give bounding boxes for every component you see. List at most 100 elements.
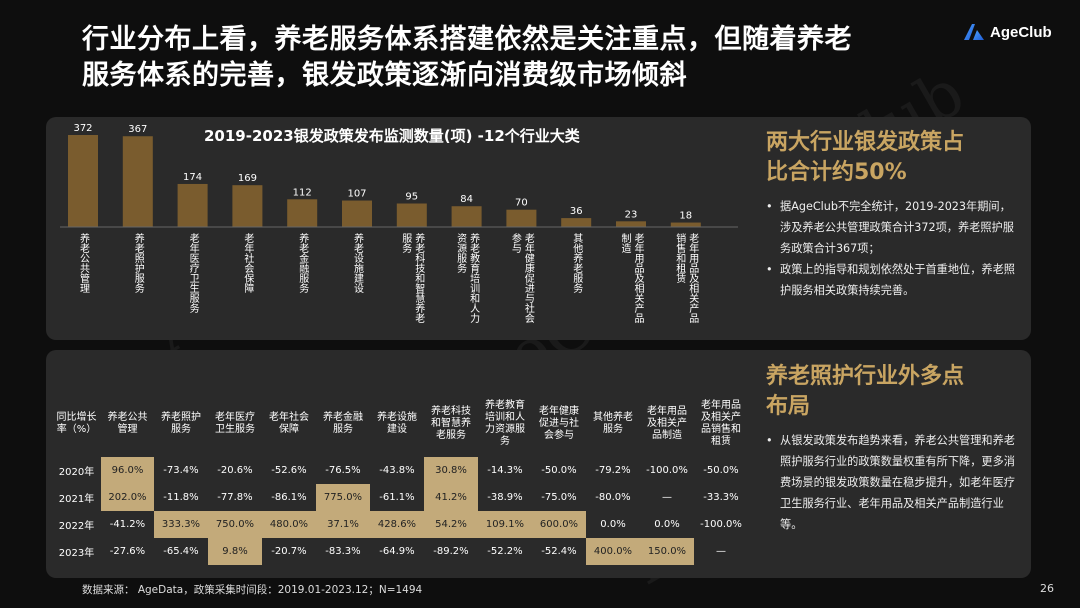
table-header-text: 品销售和 [701,424,741,435]
table-header-text: 及相关产 [647,418,687,429]
table-header-text: 老年用品 [647,406,687,417]
insight-1-title-line-1: 两大行业银发政策占 [766,130,965,155]
table-header-cell: 养老设施 建设 [370,391,424,457]
category-label: 其他养老服务 [571,233,582,293]
category-label: 养老设施建设 [352,233,363,293]
table-body: 2020年 96.0% -73.4% -20.6% -52.6% -76.5% -43.8%… [52,457,748,565]
insight-2-title-line-2: 布局 [766,394,811,419]
insight-1-bullet: 据AgeClub不完全统计，2019-2023年期间，涉及养老公共管理政策合计3… [766,196,1021,259]
category-label: 老年用品及相关产品 销售和租赁 [674,233,698,323]
table-header-text: 及相关产 [701,412,741,423]
page-number: 26 [1040,582,1054,595]
bar-7 [396,203,427,227]
table-cell: 9.8% [208,538,262,565]
bar-value-label: 169 [238,173,257,184]
title-line-1: 行业分布上看，养老服务体系搭建依然是关注重点，但随着养老 [82,24,852,55]
insight-2-bullet: 从银发政策发布趋势来看，养老公共管理和养老照护服务行业的政策数量权重有所下降，更… [766,430,1021,535]
table-header-text: 养老教育 [485,400,525,411]
table-cell: -43.8% [379,465,415,476]
table-cell: 0.0% [600,519,626,530]
table-header-text: 建设 [387,424,407,435]
bar-11 [616,221,646,227]
table-header-text: 养老照护 [161,412,201,423]
category-label-line-1: 养老教育培训和人力 [467,233,479,323]
bar-chart: 372 367 174 169 112 107 95 84 70 36 23 18 [60,123,738,228]
table-header-text: 同比增长 [56,412,97,423]
table-header-cell: 养老教育 培训和人 力资源服务 [478,391,532,457]
insight-1-title: 两大行业银发政策占 比合计约50% [766,128,1021,188]
table-header-text: 老年社会 [269,412,309,423]
bar-value-label: 367 [128,124,147,135]
table-header-text: 培训和人 [485,412,525,423]
bar-2 [122,136,153,227]
table-cell: 37.1% [316,511,370,538]
table-cell: -38.9% [487,492,523,503]
bar-value-label: 372 [73,123,92,134]
category-label-line-2: 资源服务 [454,233,466,273]
table-header-text: 服务 [171,424,191,435]
table-cell: -50.0% [541,465,577,476]
bar-value-label: 18 [679,211,692,222]
category-label-line-1: 老年用品及相关产品 [632,233,643,323]
table-cell: 600.0% [532,511,586,538]
insight-2: 养老照护行业外多点 布局 从银发政策发布趋势来看，养老公共管理和养老照护服务行业… [766,362,1021,535]
category-label: 养老教育培训和人力 资源服务 [455,233,479,323]
category-label-line-1: 老年健康促进与社会 [522,233,534,323]
category-label-line-1: 老年用品及相关产品 [686,233,698,323]
table-cell: -27.6% [109,546,146,557]
category-label: 老年社会保障 [242,233,253,293]
table-header-cell: 其他养老 服务 [586,391,640,457]
category-label-line-2: 参与 [509,233,521,253]
category-label: 养老照护服务 [132,233,143,293]
table-header-cell: 老年用品 及相关产 品制造 [640,391,694,457]
title-line-2: 服务体系的完善，银发政策逐渐向消费级市场倾斜 [82,60,687,91]
category-label-line-1: 养老照护服务 [132,233,144,293]
page-title: 行业分布上看，养老服务体系搭建依然是关注重点，但随着养老 服务体系的完善，银发政… [82,22,962,94]
bar-5 [287,199,318,227]
table-cell: 30.8% [424,457,478,484]
bar-12 [670,222,701,227]
table-header-text: 老年医疗 [215,412,255,423]
table-cell: 775.0% [316,484,370,511]
table-cell: -77.8% [217,492,253,503]
table-header-cell: 老年社会 保障 [262,391,316,457]
bar-4 [232,185,263,227]
table-header-cell: 同比增长 率（%） [52,391,101,457]
table-header-text: 老服务 [436,430,466,441]
table-header-text: 促进与社 [539,418,579,429]
category-label-line-2: 服务 [399,233,411,253]
table-cell: -100.0% [700,519,742,530]
category-label-line-2: 制造 [619,233,630,253]
table-cell: -80.0% [595,492,631,503]
table-header-text: 养老金融 [323,412,363,423]
category-label: 老年健康促进与社会 参与 [509,233,533,323]
table-cell: -73.4% [163,465,199,476]
insight-1: 两大行业银发政策占 比合计约50% 据AgeClub不完全统计，2019-202… [766,128,1021,301]
table-cell: 96.0% [101,457,154,484]
table-row: 2022年 -41.2% 333.3% 750.0% 480.0% 37.1% 428.6%… [52,511,748,538]
table-cell: -86.1% [271,492,307,503]
table-row: 2023年 -27.6% -65.4% 9.8% -20.7% -83.3% -64.9% -… [52,538,748,565]
table-cell: -11.8% [163,492,199,503]
table-header-text: 力资源服 [485,424,525,435]
category-label-line-1: 养老设施建设 [351,233,363,293]
table-header-text: 管理 [117,424,138,435]
bar-value-label: 112 [293,187,312,198]
table-row: 2021年 202.0% -11.8% -77.8% -86.1% 775.0% -61.1… [52,484,748,511]
table-cell: 109.1% [478,511,532,538]
table-cell: -100.0% [646,465,688,476]
category-label-line-1: 老年医疗卫生服务 [187,233,199,313]
bar-1 [68,135,98,227]
table-cell: -14.3% [487,465,523,476]
table-header-text: 服务 [603,424,623,435]
table-cell: 480.0% [262,511,316,538]
table-header-text: 品制造 [652,430,682,441]
bar-value-label: 95 [405,192,418,203]
table-cell: -50.0% [703,465,739,476]
bar-6 [342,200,372,227]
bar-3 [177,183,208,227]
table-header-text: 卫生服务 [215,424,255,435]
table-cell: 333.3% [154,511,208,538]
insight-1-bullets: 据AgeClub不完全统计，2019-2023年期间，涉及养老公共管理政策合计3… [766,196,1021,301]
table-row: 2020年 96.0% -73.4% -20.6% -52.6% -76.5% -43.8%… [52,457,748,484]
